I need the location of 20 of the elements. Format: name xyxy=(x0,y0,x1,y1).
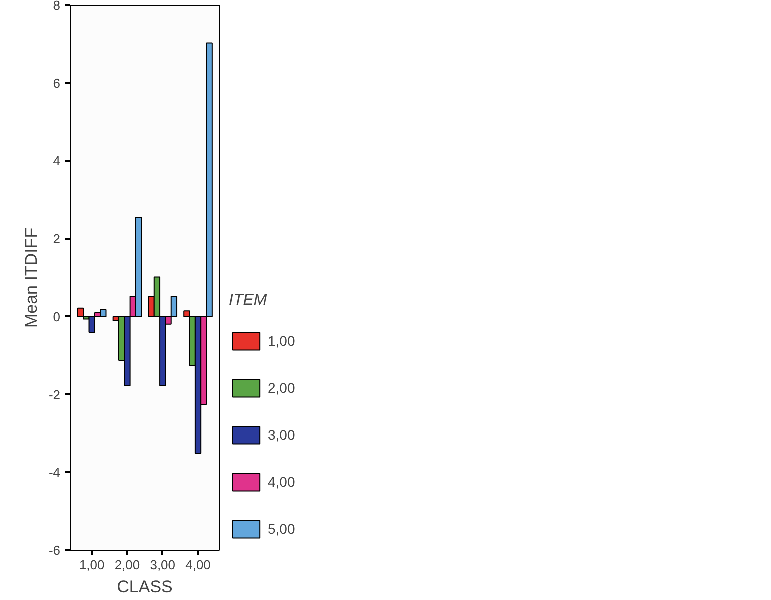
y-axis-title: Mean ITDIFF xyxy=(22,228,41,328)
x-axis-title: CLASS xyxy=(117,578,173,596)
y-tick-label: 6 xyxy=(53,76,61,91)
legend-label: 2,00 xyxy=(268,380,296,396)
legend-label: 5,00 xyxy=(268,521,296,537)
legend-label: 4,00 xyxy=(268,474,296,490)
legend-label: 3,00 xyxy=(268,427,296,443)
x-tick-label: 4,00 xyxy=(186,558,211,572)
legend-title: ITEM xyxy=(229,292,268,310)
y-tick-label: -2 xyxy=(48,387,61,402)
y-tick-label: -4 xyxy=(48,465,61,480)
y-tick-label: 4 xyxy=(53,154,61,169)
x-tick-label: 1,00 xyxy=(79,558,105,572)
y-tick-label: -6 xyxy=(48,543,61,558)
y-tick-label: 2 xyxy=(53,232,61,247)
legend-label: 1,00 xyxy=(268,333,296,349)
x-tick-label: 2,00 xyxy=(114,558,140,572)
y-tick-label: 0 xyxy=(53,309,61,324)
y-tick-label: 8 xyxy=(53,0,61,13)
x-tick-label: 3,00 xyxy=(150,558,176,572)
